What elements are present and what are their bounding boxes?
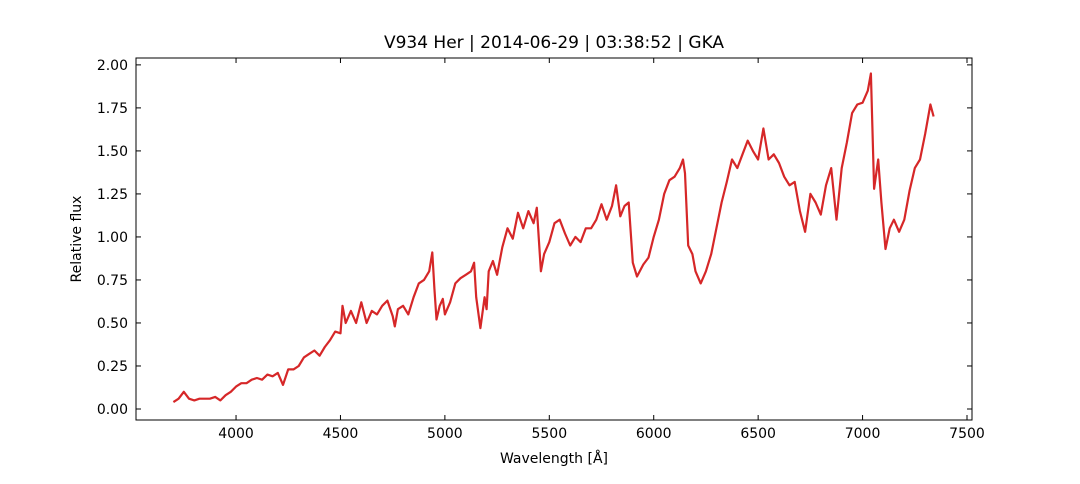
- y-tick-label: 0.25: [97, 359, 128, 375]
- y-tick-label: 0.50: [97, 316, 128, 332]
- y-tick-label: 1.75: [97, 101, 128, 117]
- x-tick-label: 4000: [218, 426, 254, 442]
- x-tick-label: 6500: [740, 426, 776, 442]
- x-tick-label: 6000: [636, 426, 672, 442]
- y-tick-label: 0.00: [97, 402, 128, 418]
- y-tick-label: 1.00: [97, 230, 128, 246]
- x-axis-label: Wavelength [Å]: [500, 450, 608, 467]
- x-tick-label: 7500: [949, 426, 985, 442]
- y-axis-label: Relative flux: [69, 196, 85, 283]
- y-tick-label: 1.25: [97, 187, 128, 203]
- spectrum-line: [172, 72, 935, 404]
- plot-frame: [135, 57, 973, 421]
- y-tick-label: 1.50: [97, 144, 128, 160]
- x-tick-label: 7000: [845, 426, 881, 442]
- x-tick-label: 5500: [531, 426, 567, 442]
- chart-title: V934 Her | 2014-06-29 | 03:38:52 | GKA: [384, 33, 724, 53]
- y-tick-label: 2.00: [97, 58, 128, 74]
- y-tick-label: 0.75: [97, 273, 128, 289]
- x-tick-label: 5000: [427, 426, 463, 442]
- x-tick-label: 4500: [323, 426, 359, 442]
